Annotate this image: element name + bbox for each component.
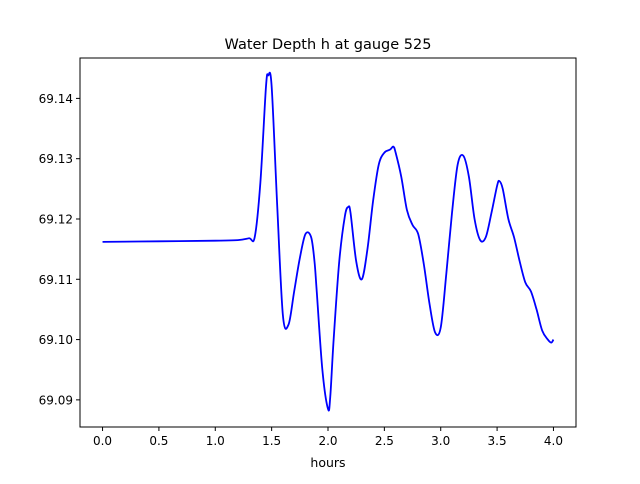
x-tick-label: 0.0: [93, 434, 112, 448]
x-tick-label: 1.0: [206, 434, 225, 448]
x-tick-label: 2.0: [318, 434, 337, 448]
x-axis-label: hours: [310, 455, 345, 470]
x-tick-label: 2.5: [375, 434, 394, 448]
y-axis-ticks: 69.09 69.10 69.11 69.12 69.13 69.14: [39, 92, 80, 407]
y-tick-label: 69.11: [39, 273, 73, 287]
y-tick-label: 69.10: [39, 333, 73, 347]
x-tick-label: 0.5: [149, 434, 168, 448]
plot-area-frame: [79, 57, 577, 428]
y-tick-label: 69.13: [39, 152, 73, 166]
y-tick-label: 69.12: [39, 212, 73, 226]
y-tick-label: 69.14: [39, 92, 73, 106]
x-tick-label: 3.0: [431, 434, 450, 448]
chart-title: Water Depth h at gauge 525: [225, 37, 432, 53]
x-tick-label: 1.5: [262, 434, 281, 448]
x-tick-label: 4.0: [544, 434, 563, 448]
series-layer: [102, 71, 555, 412]
x-tick-label: 3.5: [488, 434, 507, 448]
y-tick-label: 69.09: [39, 393, 73, 407]
x-axis-ticks: 0.0 0.5 1.0 1.5 2.0 2.5 3.0 3.5 4.0: [93, 427, 563, 448]
series-line-0: [102, 71, 555, 412]
